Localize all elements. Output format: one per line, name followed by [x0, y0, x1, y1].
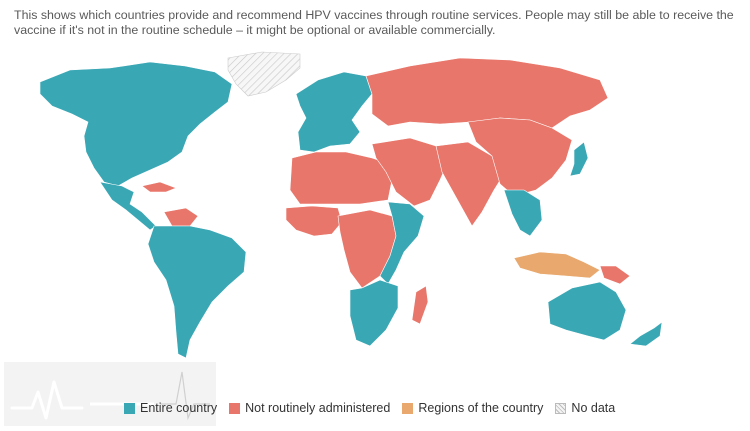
legend-label-regions: Regions of the country — [418, 401, 544, 415]
world-map — [0, 40, 750, 360]
region-south-america[interactable] — [147, 225, 247, 359]
region-southeast-asia[interactable] — [503, 189, 543, 237]
region-europe[interactable] — [295, 71, 373, 153]
map-legend: Entire country Not routinely administere… — [124, 399, 615, 417]
region-china[interactable] — [467, 117, 573, 197]
region-mexico-central-america[interactable] — [99, 181, 157, 231]
legend-no-data: No data — [555, 401, 615, 415]
region-new-zealand[interactable] — [629, 321, 663, 347]
legend-label-not-routine: Not routinely administered — [245, 401, 391, 415]
region-east-africa[interactable] — [379, 201, 425, 285]
region-papua-new-guinea[interactable] — [599, 265, 631, 285]
legend-not-routinely: Not routinely administered — [229, 401, 390, 415]
legend-label-no-data: No data — [571, 401, 616, 415]
description-text: This shows which countries provide and r… — [14, 8, 734, 37]
legend-swatch-entire — [124, 402, 135, 414]
region-indonesia[interactable] — [513, 251, 601, 279]
region-japan[interactable] — [569, 141, 589, 177]
region-cuba-caribbean[interactable] — [141, 181, 177, 193]
region-north-africa[interactable] — [289, 151, 393, 205]
region-russia[interactable] — [365, 57, 609, 129]
legend-entire-country: Entire country — [124, 401, 217, 415]
region-australia[interactable] — [547, 281, 627, 341]
region-madagascar[interactable] — [411, 285, 429, 325]
region-middle-east[interactable] — [371, 137, 449, 207]
channel-logo — [4, 362, 216, 426]
legend-regions: Regions of the country — [402, 401, 543, 415]
legend-label-entire: Entire country — [140, 401, 218, 415]
region-north-america[interactable] — [39, 61, 233, 187]
region-south-asia[interactable] — [435, 141, 505, 227]
region-southern-africa[interactable] — [349, 279, 399, 347]
legend-swatch-no-data — [555, 402, 567, 414]
region-venezuela[interactable] — [163, 207, 199, 227]
region-west-africa[interactable] — [285, 205, 343, 237]
legend-swatch-not-routine — [229, 402, 241, 414]
legend-swatch-regions — [402, 402, 414, 414]
region-greenland[interactable] — [227, 51, 301, 97]
